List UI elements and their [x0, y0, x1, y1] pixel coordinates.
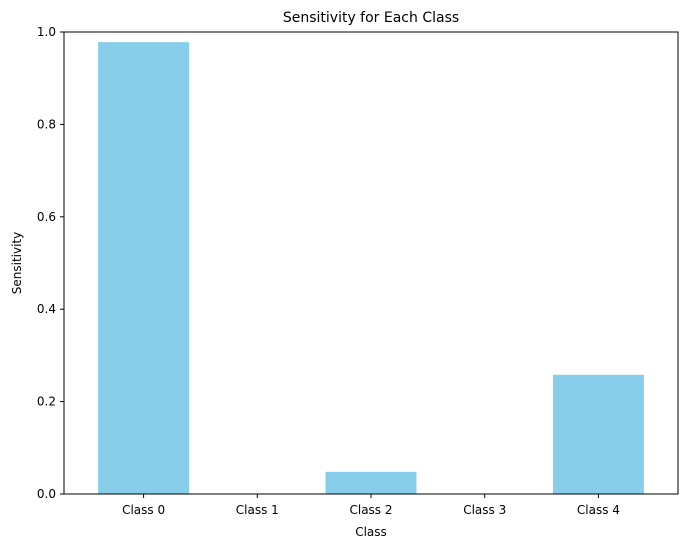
chart-title: Sensitivity for Each Class: [283, 10, 459, 26]
y-tick-label: 0.8: [37, 117, 56, 131]
x-axis-label: Class: [355, 525, 387, 539]
bars-group: [98, 42, 644, 494]
y-tick-label: 1.0: [37, 25, 56, 39]
x-tick-label: Class 1: [236, 503, 279, 517]
plot-frame: [63, 31, 679, 495]
y-tick-label: 0.6: [37, 210, 56, 224]
x-tick-label: Class 3: [463, 503, 506, 517]
x-tick-label: Class 4: [577, 503, 620, 517]
y-tick-label: 0.4: [37, 302, 56, 316]
plot-area: Class 0 Class 1 Class 2 Class 3 Class 4 0.00…: [37, 25, 679, 517]
y-tick-label: 0.2: [37, 395, 56, 409]
x-axis-ticks: Class 0 Class 1 Class 2 Class 3 Class 4: [122, 494, 620, 517]
bar-class-0: [98, 42, 190, 494]
y-axis-ticks: 0.0 0.2 0.4 0.6 0.8 1.0: [37, 25, 64, 501]
x-tick-label: Class 0: [122, 503, 165, 517]
bar-class-2: [325, 471, 417, 494]
bar-class-4: [552, 374, 644, 494]
x-tick-label: Class 2: [349, 503, 392, 517]
y-axis-label: Sensitivity: [10, 232, 24, 294]
y-tick-label: 0.0: [37, 487, 56, 501]
